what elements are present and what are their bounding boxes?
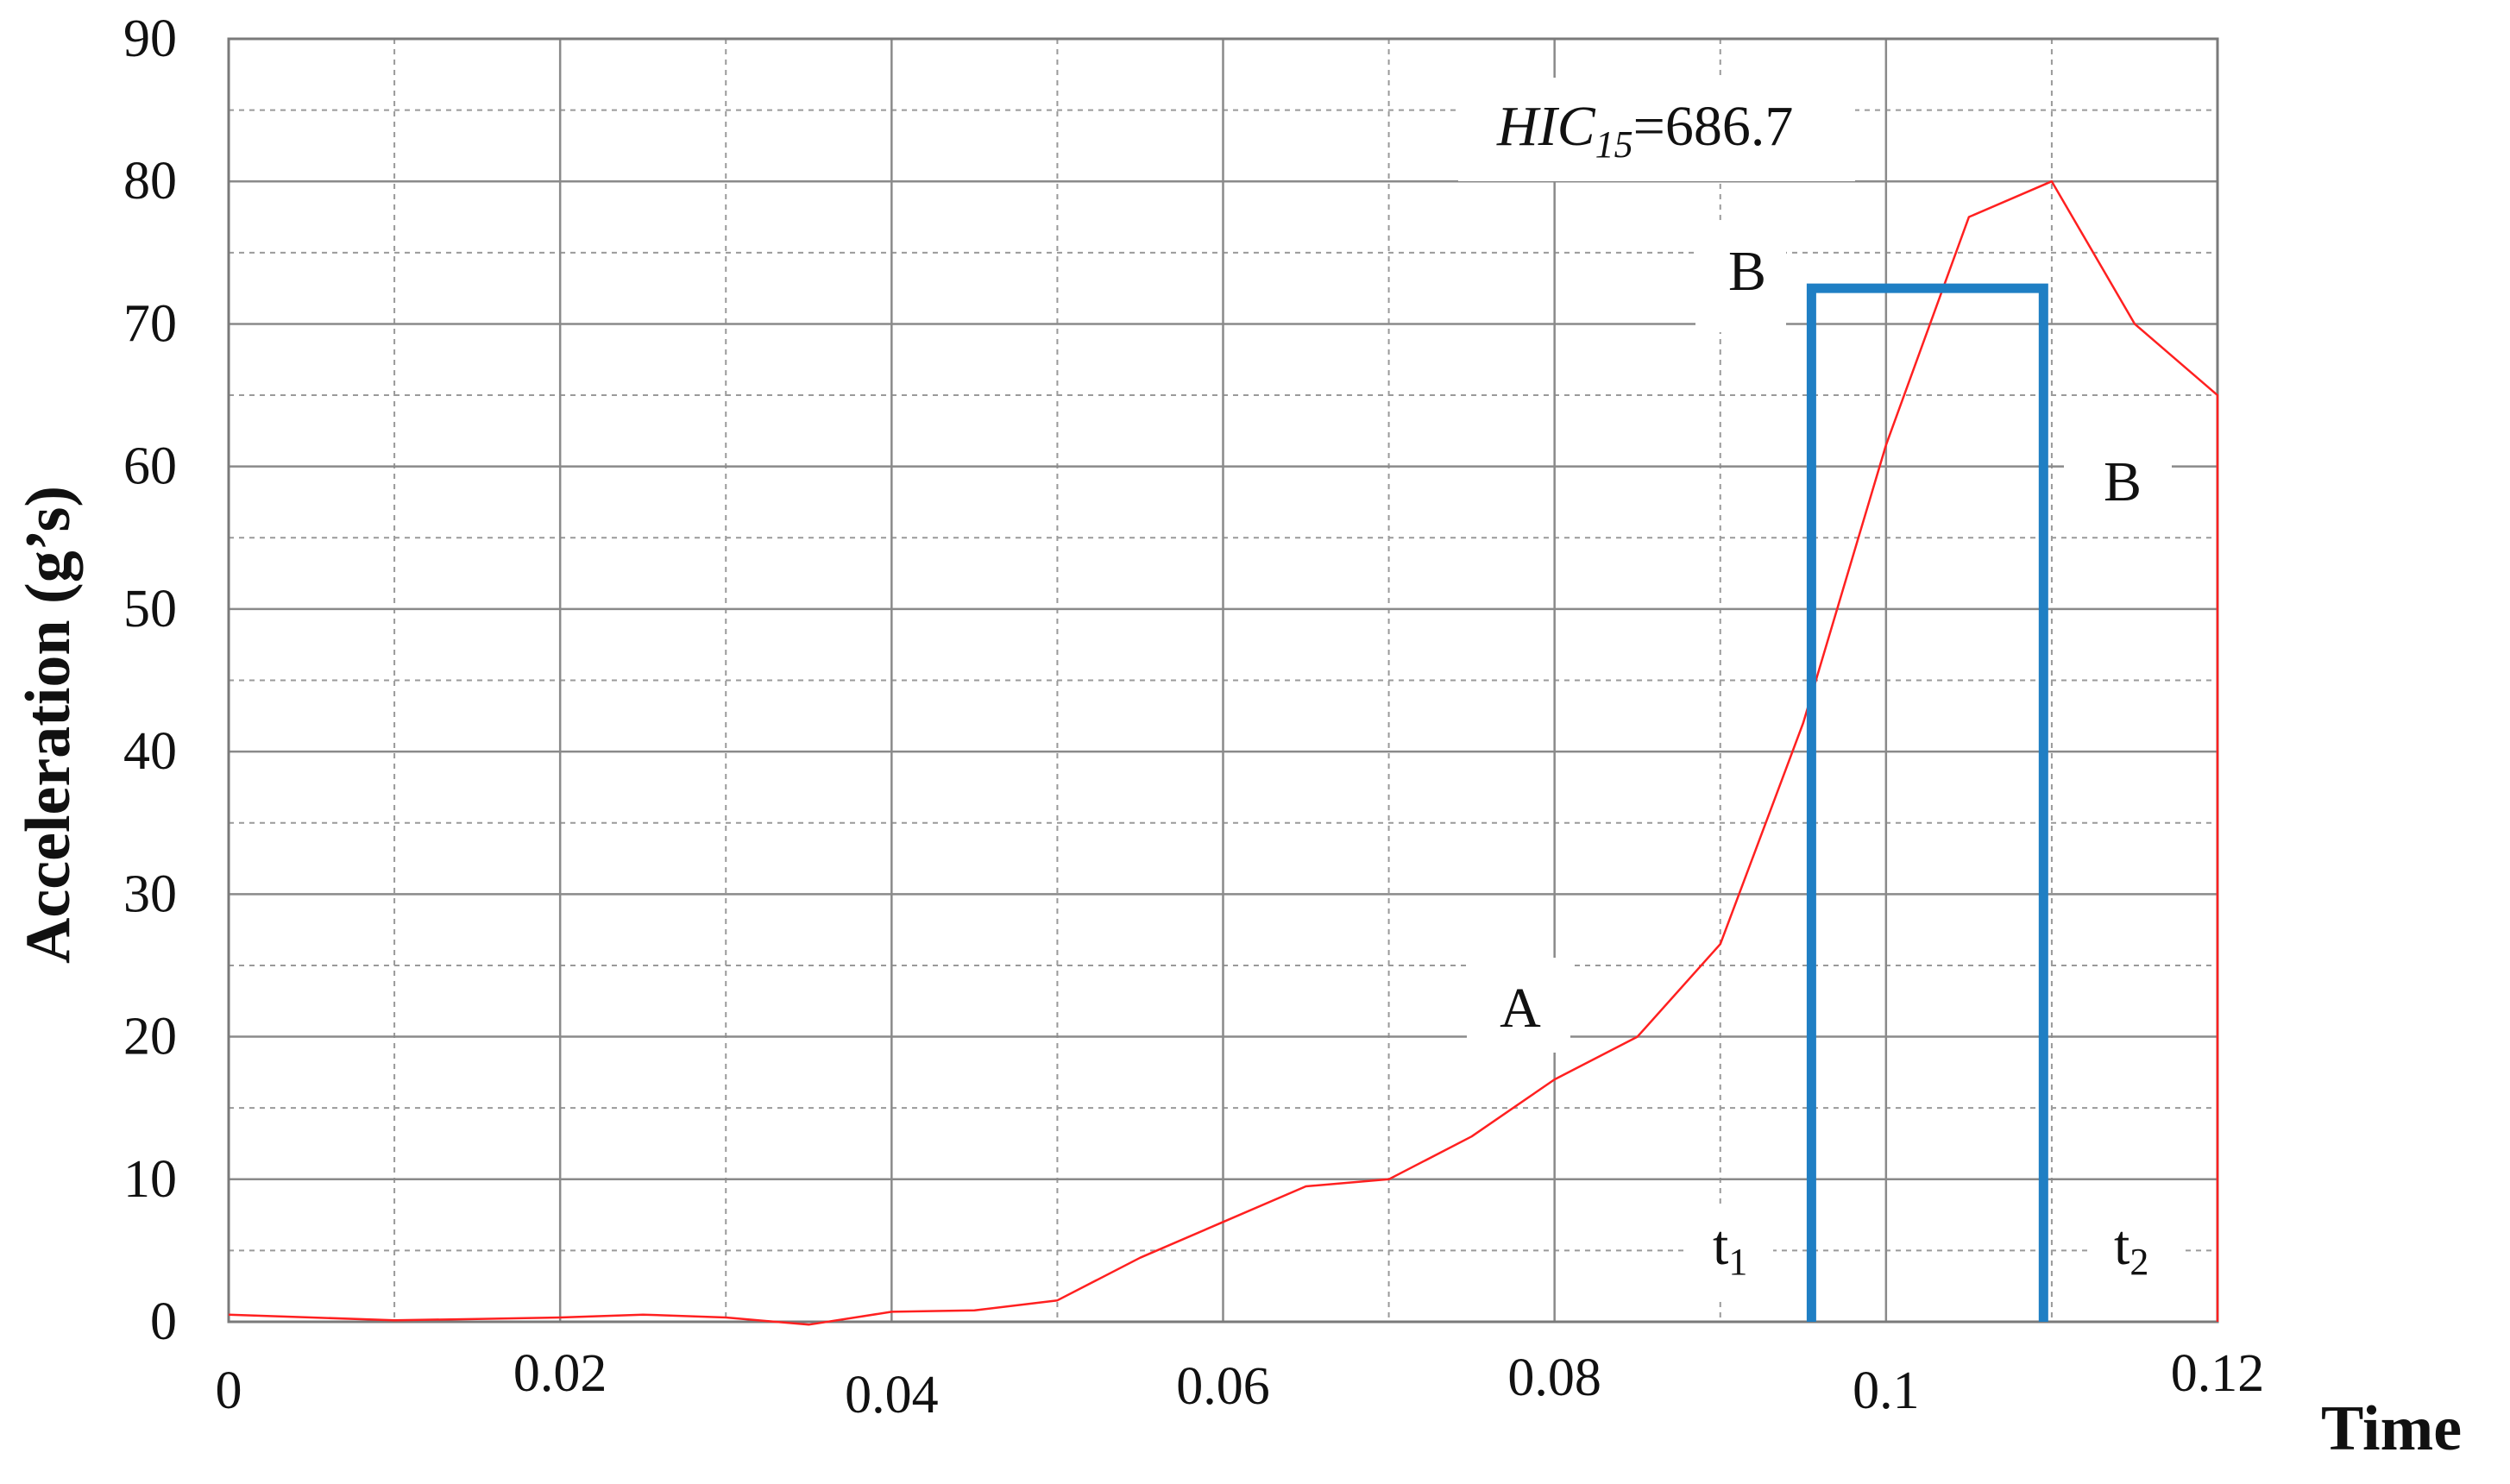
x-tick-label: 0 — [216, 1361, 242, 1420]
hic-subscript: 15 — [1595, 123, 1633, 166]
t1-label: t1 — [1713, 1214, 1747, 1283]
y-tick-label: 90 — [123, 9, 177, 68]
label-b-top: B — [1728, 240, 1766, 303]
t1-label-background — [1687, 1204, 1773, 1298]
x-tick-label: 0.04 — [845, 1366, 939, 1424]
hic-label-background — [1458, 78, 1855, 181]
label-a: A — [1500, 977, 1541, 1040]
t2-label: t2 — [2114, 1214, 2148, 1283]
y-tick-label: 0 — [150, 1292, 177, 1351]
hic-prefix: HIC — [1496, 95, 1596, 158]
x-axis-title: Time — [2321, 1393, 2462, 1464]
y-tick-label: 80 — [123, 152, 177, 211]
t2-base: t — [2114, 1214, 2129, 1277]
label-b-top-background — [1695, 224, 1786, 332]
y-tick-label: 50 — [123, 580, 177, 638]
x-tick-labels: 0 0.02 0.04 0.06 0.08 0.1 0.12 — [216, 1344, 2265, 1424]
series-layer — [228, 179, 2219, 1326]
acceleration-series-line — [228, 179, 2219, 1326]
hic-value: =686.7 — [1633, 95, 1794, 158]
x-tick-label: 0.06 — [1176, 1357, 1270, 1416]
t2-subscript: 2 — [2129, 1241, 2148, 1283]
label-a-background — [1467, 958, 1570, 1053]
y-tick-label: 70 — [123, 294, 177, 353]
t2-label-background — [2088, 1204, 2183, 1298]
label-b-right-background — [2064, 436, 2172, 532]
t1-subscript: 1 — [1728, 1241, 1747, 1283]
hic-window-layer — [1806, 283, 2048, 1322]
label-b-right: B — [2104, 450, 2142, 513]
y-tick-label: 40 — [123, 722, 177, 781]
y-tick-label: 20 — [123, 1008, 177, 1066]
x-tick-label: 0.1 — [1853, 1361, 1920, 1420]
major-gridlines — [227, 37, 2219, 1324]
y-tick-label: 60 — [123, 437, 177, 496]
y-tick-label: 10 — [123, 1150, 177, 1209]
hic-window-bracket — [1806, 283, 2048, 1322]
y-tick-label: 30 — [123, 865, 177, 923]
x-tick-label: 0.02 — [513, 1344, 607, 1403]
t1-base: t — [1713, 1214, 1728, 1277]
x-tick-label: 0.08 — [1507, 1349, 1601, 1407]
y-axis-title: Acceleration (g’s) — [13, 486, 84, 964]
x-tick-label: 0.12 — [2171, 1344, 2265, 1403]
y-tick-labels: 0 10 20 30 40 50 60 70 80 90 — [123, 9, 177, 1351]
hic-annotation: HIC15=686.7 — [1496, 95, 1793, 166]
